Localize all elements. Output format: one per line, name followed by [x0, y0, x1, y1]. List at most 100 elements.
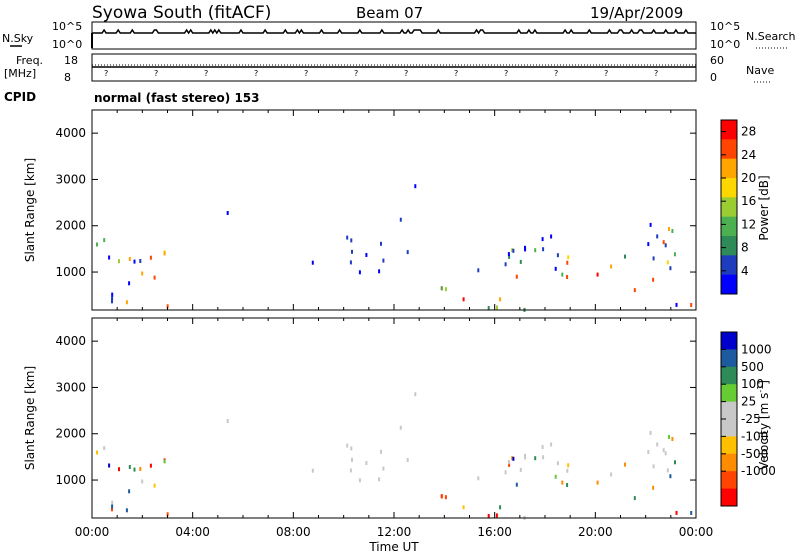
velocity-point — [163, 459, 166, 464]
power-point — [311, 260, 314, 265]
power-point — [125, 300, 128, 305]
y-tick-label: 4000 — [55, 334, 86, 348]
velocity-point — [226, 419, 229, 423]
velocity-point — [139, 467, 142, 471]
x-tick-label: 16:00 — [477, 525, 512, 539]
power-point — [542, 247, 545, 252]
freq-label: Freq. — [16, 54, 43, 67]
power-point — [351, 249, 353, 254]
velocity-point — [351, 457, 353, 462]
velocity-point — [444, 495, 447, 500]
power-point — [406, 250, 409, 255]
power-point — [633, 288, 636, 293]
power-point — [561, 272, 564, 277]
velocity-point — [477, 476, 480, 481]
velocity-point — [166, 512, 169, 517]
y-tick-label: 3000 — [55, 172, 86, 186]
nave-label: Nave — [746, 64, 774, 77]
nsky-panel-frame — [91, 21, 697, 50]
power-colorbar-tick-label: 12 — [741, 217, 756, 231]
power-point — [118, 259, 120, 264]
velocity-point — [669, 474, 672, 479]
velocity-colorbar-swatch — [721, 488, 737, 507]
power-point — [550, 234, 553, 239]
power-point — [519, 259, 522, 264]
power-point — [566, 275, 569, 279]
power-point — [108, 255, 111, 260]
power-point — [349, 260, 352, 265]
power-point — [554, 266, 557, 271]
power-panel-frame — [91, 109, 697, 311]
velocity-colorbar: 1000 500 100 25 -25 -100 -500 -1000 — [720, 331, 776, 507]
velocity-point — [153, 483, 156, 488]
velocity-point — [406, 458, 409, 463]
power-colorbar-tick-label: 24 — [741, 148, 756, 162]
power-point — [462, 297, 465, 302]
power-point — [524, 247, 527, 252]
power-point — [624, 254, 626, 259]
velocity-point — [554, 474, 557, 479]
freq-tick-top: 18 — [64, 54, 78, 67]
velocity-colorbar-label-main: Velocity [m s — [757, 393, 771, 470]
velocity-point — [96, 450, 98, 455]
velocity-point — [499, 505, 502, 510]
cpid-label: CPID — [4, 90, 36, 104]
power-point — [365, 253, 368, 257]
x-tick-label: 08:00 — [276, 525, 311, 539]
velocity-point — [566, 468, 569, 473]
power-point — [512, 248, 515, 253]
freq-glyph: ? — [454, 69, 458, 78]
velocity-colorbar-swatch — [721, 332, 737, 350]
velocity-point — [378, 477, 381, 482]
velocity-point — [380, 449, 382, 454]
y-tick-label: 1000 — [55, 473, 86, 487]
velocity-point — [542, 455, 545, 460]
velocity-point — [649, 430, 652, 435]
velocity-point — [128, 489, 131, 494]
velocity-colorbar-swatch — [721, 436, 737, 455]
power-point — [163, 251, 166, 256]
freq-trace: ???????????? — [92, 64, 696, 78]
freq-unit-label: [MHz] — [4, 67, 36, 80]
velocity-panel-frame — [91, 317, 697, 519]
velocity-point — [511, 456, 514, 461]
power-colorbar-tick-label: 28 — [741, 125, 756, 139]
power-point — [664, 243, 667, 248]
power-point — [128, 281, 131, 286]
power-point — [656, 234, 659, 239]
nave-tick-bottom: 0 — [710, 71, 717, 84]
x-tick-label: 12:00 — [377, 525, 412, 539]
power-point — [487, 306, 490, 310]
power-point — [541, 237, 544, 242]
power-point — [507, 252, 510, 257]
velocity-point — [596, 480, 599, 485]
velocity-point — [624, 462, 626, 467]
velocity-point — [311, 468, 314, 473]
freq-glyph: ? — [604, 69, 608, 78]
power-point — [133, 259, 136, 264]
y-tick-label: 2000 — [55, 427, 86, 441]
power-point — [652, 256, 655, 261]
velocity-colorbar-label-close: ] — [757, 380, 771, 385]
power-colorbar-swatch — [721, 178, 737, 198]
velocity-point — [541, 445, 544, 450]
power-point — [652, 277, 655, 282]
power-colorbar-frame — [720, 119, 738, 295]
y-tick-label: 3000 — [55, 380, 86, 394]
freq-glyph: ? — [204, 69, 208, 78]
power-point — [111, 299, 113, 304]
velocity-point — [550, 442, 553, 447]
freq-glyph: ? — [304, 69, 308, 78]
power-point — [399, 217, 402, 222]
power-point — [166, 304, 169, 309]
velocity-point — [349, 468, 352, 473]
power-point — [111, 292, 114, 297]
velocity-point — [507, 460, 510, 465]
velocity-point — [512, 456, 515, 461]
velocity-point — [504, 470, 507, 475]
velocity-point — [656, 442, 659, 447]
velocity-colorbar-swatch — [721, 453, 737, 472]
velocity-colorbar-tick-label: 500 — [741, 360, 764, 374]
freq-glyph: ? — [504, 69, 508, 78]
